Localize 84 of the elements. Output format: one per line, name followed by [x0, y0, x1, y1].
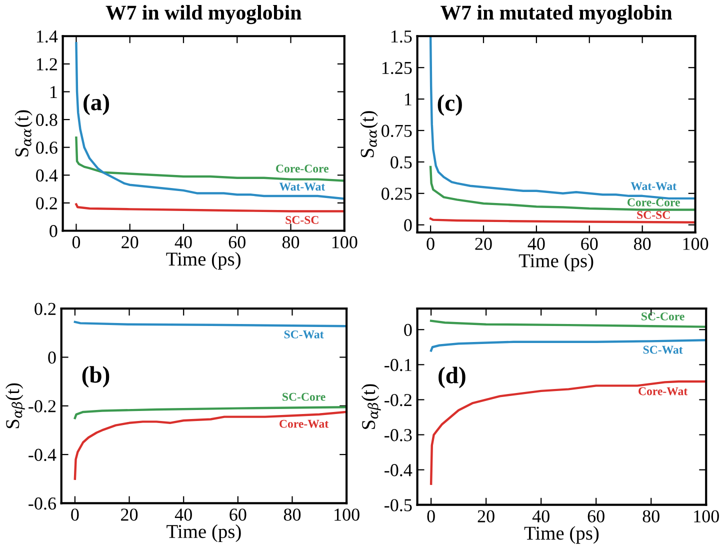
- x-axis-title: Time (ps): [166, 524, 241, 542]
- x-tick-label: 60: [228, 236, 246, 248]
- y-tick-label: 1.25: [382, 62, 412, 74]
- y-tick-label: 0.75: [382, 124, 412, 138]
- chart-title: W7 in mutated myoglobin: [440, 5, 672, 24]
- y-tick-label: 0: [50, 224, 58, 238]
- y-tick-label: 0: [48, 351, 56, 364]
- line-series: [75, 136, 344, 182]
- y-tick-label: 1.2: [36, 58, 57, 70]
- x-axis-title: Time (ps): [166, 252, 240, 270]
- x-tick-label: 20: [122, 236, 138, 248]
- y-tick-label: 1.4: [36, 30, 58, 43]
- x-tick-label: 80: [284, 508, 301, 521]
- y-tick-label: 0.2: [34, 302, 56, 316]
- y-tick-label: 0.8: [36, 114, 58, 126]
- series-label: SC-SC: [286, 216, 318, 224]
- x-tick-label: 80: [634, 238, 651, 250]
- y-tick-label: 0.5: [390, 156, 412, 168]
- x-tick-label: 20: [478, 510, 494, 522]
- series-label: Core-Wat: [280, 420, 329, 428]
- x-tick-label: 0: [72, 236, 80, 248]
- x-tick-label: 40: [528, 238, 545, 250]
- line-series: [430, 339, 706, 352]
- chart-title: W7 in wild myoglobin: [106, 5, 302, 24]
- series-label: Wat-Wat: [279, 182, 326, 191]
- annotation: (a): [84, 94, 110, 116]
- y-tick-label: 0.4: [36, 169, 58, 182]
- y-tick-label: -0.2: [28, 400, 56, 412]
- x-tick-label: 0: [426, 238, 434, 250]
- x-tick-label: 20: [475, 238, 492, 250]
- y-tick-label: -0.4: [28, 448, 56, 462]
- x-axis-title: Time (ps): [518, 254, 594, 272]
- annotation: (c): [438, 94, 462, 116]
- series-label: SC-Core: [642, 312, 684, 320]
- y-tick-label: 0: [404, 324, 412, 336]
- x-tick-label: 40: [174, 508, 192, 521]
- y-tick-label: 1: [405, 93, 412, 106]
- series-label: Core-Core: [276, 164, 329, 173]
- x-tick-label: 0: [71, 508, 79, 521]
- y-tick-label: -0.3: [384, 429, 412, 442]
- y-tick-label: -0.1: [384, 358, 412, 372]
- y-axis-title: S$_{αβ}$(t): [361, 384, 381, 429]
- y-axis-title: S$_{αα}$(t): [14, 110, 32, 156]
- series-label: SC-Wat: [643, 346, 683, 354]
- annotation: (b): [82, 366, 110, 388]
- line-series: [429, 36, 696, 200]
- line-series: [75, 42, 344, 200]
- series-label: Wat-Wat: [630, 182, 676, 190]
- y-tick-label: 0.2: [36, 197, 57, 210]
- series-label: SC-SC: [637, 210, 670, 219]
- annotation: (d): [438, 366, 466, 388]
- line-series: [429, 166, 696, 211]
- y-tick-label: -0.5: [384, 499, 412, 512]
- x-tick-label: 80: [642, 510, 660, 522]
- line-series: [75, 203, 344, 212]
- x-axis-title: Time (ps): [524, 526, 599, 544]
- y-tick-label: -0.4: [384, 464, 412, 476]
- x-tick-label: 80: [282, 236, 300, 248]
- x-tick-label: 100: [334, 508, 360, 521]
- y-tick-label: 1: [50, 86, 57, 98]
- y-tick-label: -0.2: [384, 394, 412, 406]
- x-tick-label: 20: [121, 508, 138, 521]
- y-tick-label: 1.5: [391, 30, 412, 43]
- y-axis-title: S$_{αα}$(t): [360, 111, 378, 158]
- y-tick-label: 0: [404, 219, 412, 232]
- y-tick-label: -0.6: [28, 497, 56, 510]
- x-tick-label: 0: [427, 510, 435, 522]
- series-label: SC-Core: [282, 392, 326, 401]
- x-tick-label: 60: [230, 508, 246, 521]
- series-label: Core-Core: [628, 198, 680, 206]
- x-tick-label: 100: [683, 238, 708, 250]
- x-tick-label: 40: [532, 510, 550, 522]
- line-series: [74, 410, 347, 480]
- series-label: Core-Wat: [638, 387, 688, 396]
- x-tick-label: 40: [174, 236, 192, 248]
- x-tick-label: 100: [694, 510, 719, 522]
- y-tick-label: 0.6: [36, 142, 58, 154]
- y-axis-title: S$_{αβ}$(t): [6, 383, 25, 428]
- x-tick-label: 100: [332, 236, 358, 248]
- x-tick-label: 60: [588, 510, 604, 522]
- line-series: [74, 406, 347, 420]
- x-tick-label: 60: [581, 238, 598, 250]
- y-tick-label: 0.25: [382, 188, 412, 200]
- series-label: SC-Wat: [284, 330, 324, 338]
